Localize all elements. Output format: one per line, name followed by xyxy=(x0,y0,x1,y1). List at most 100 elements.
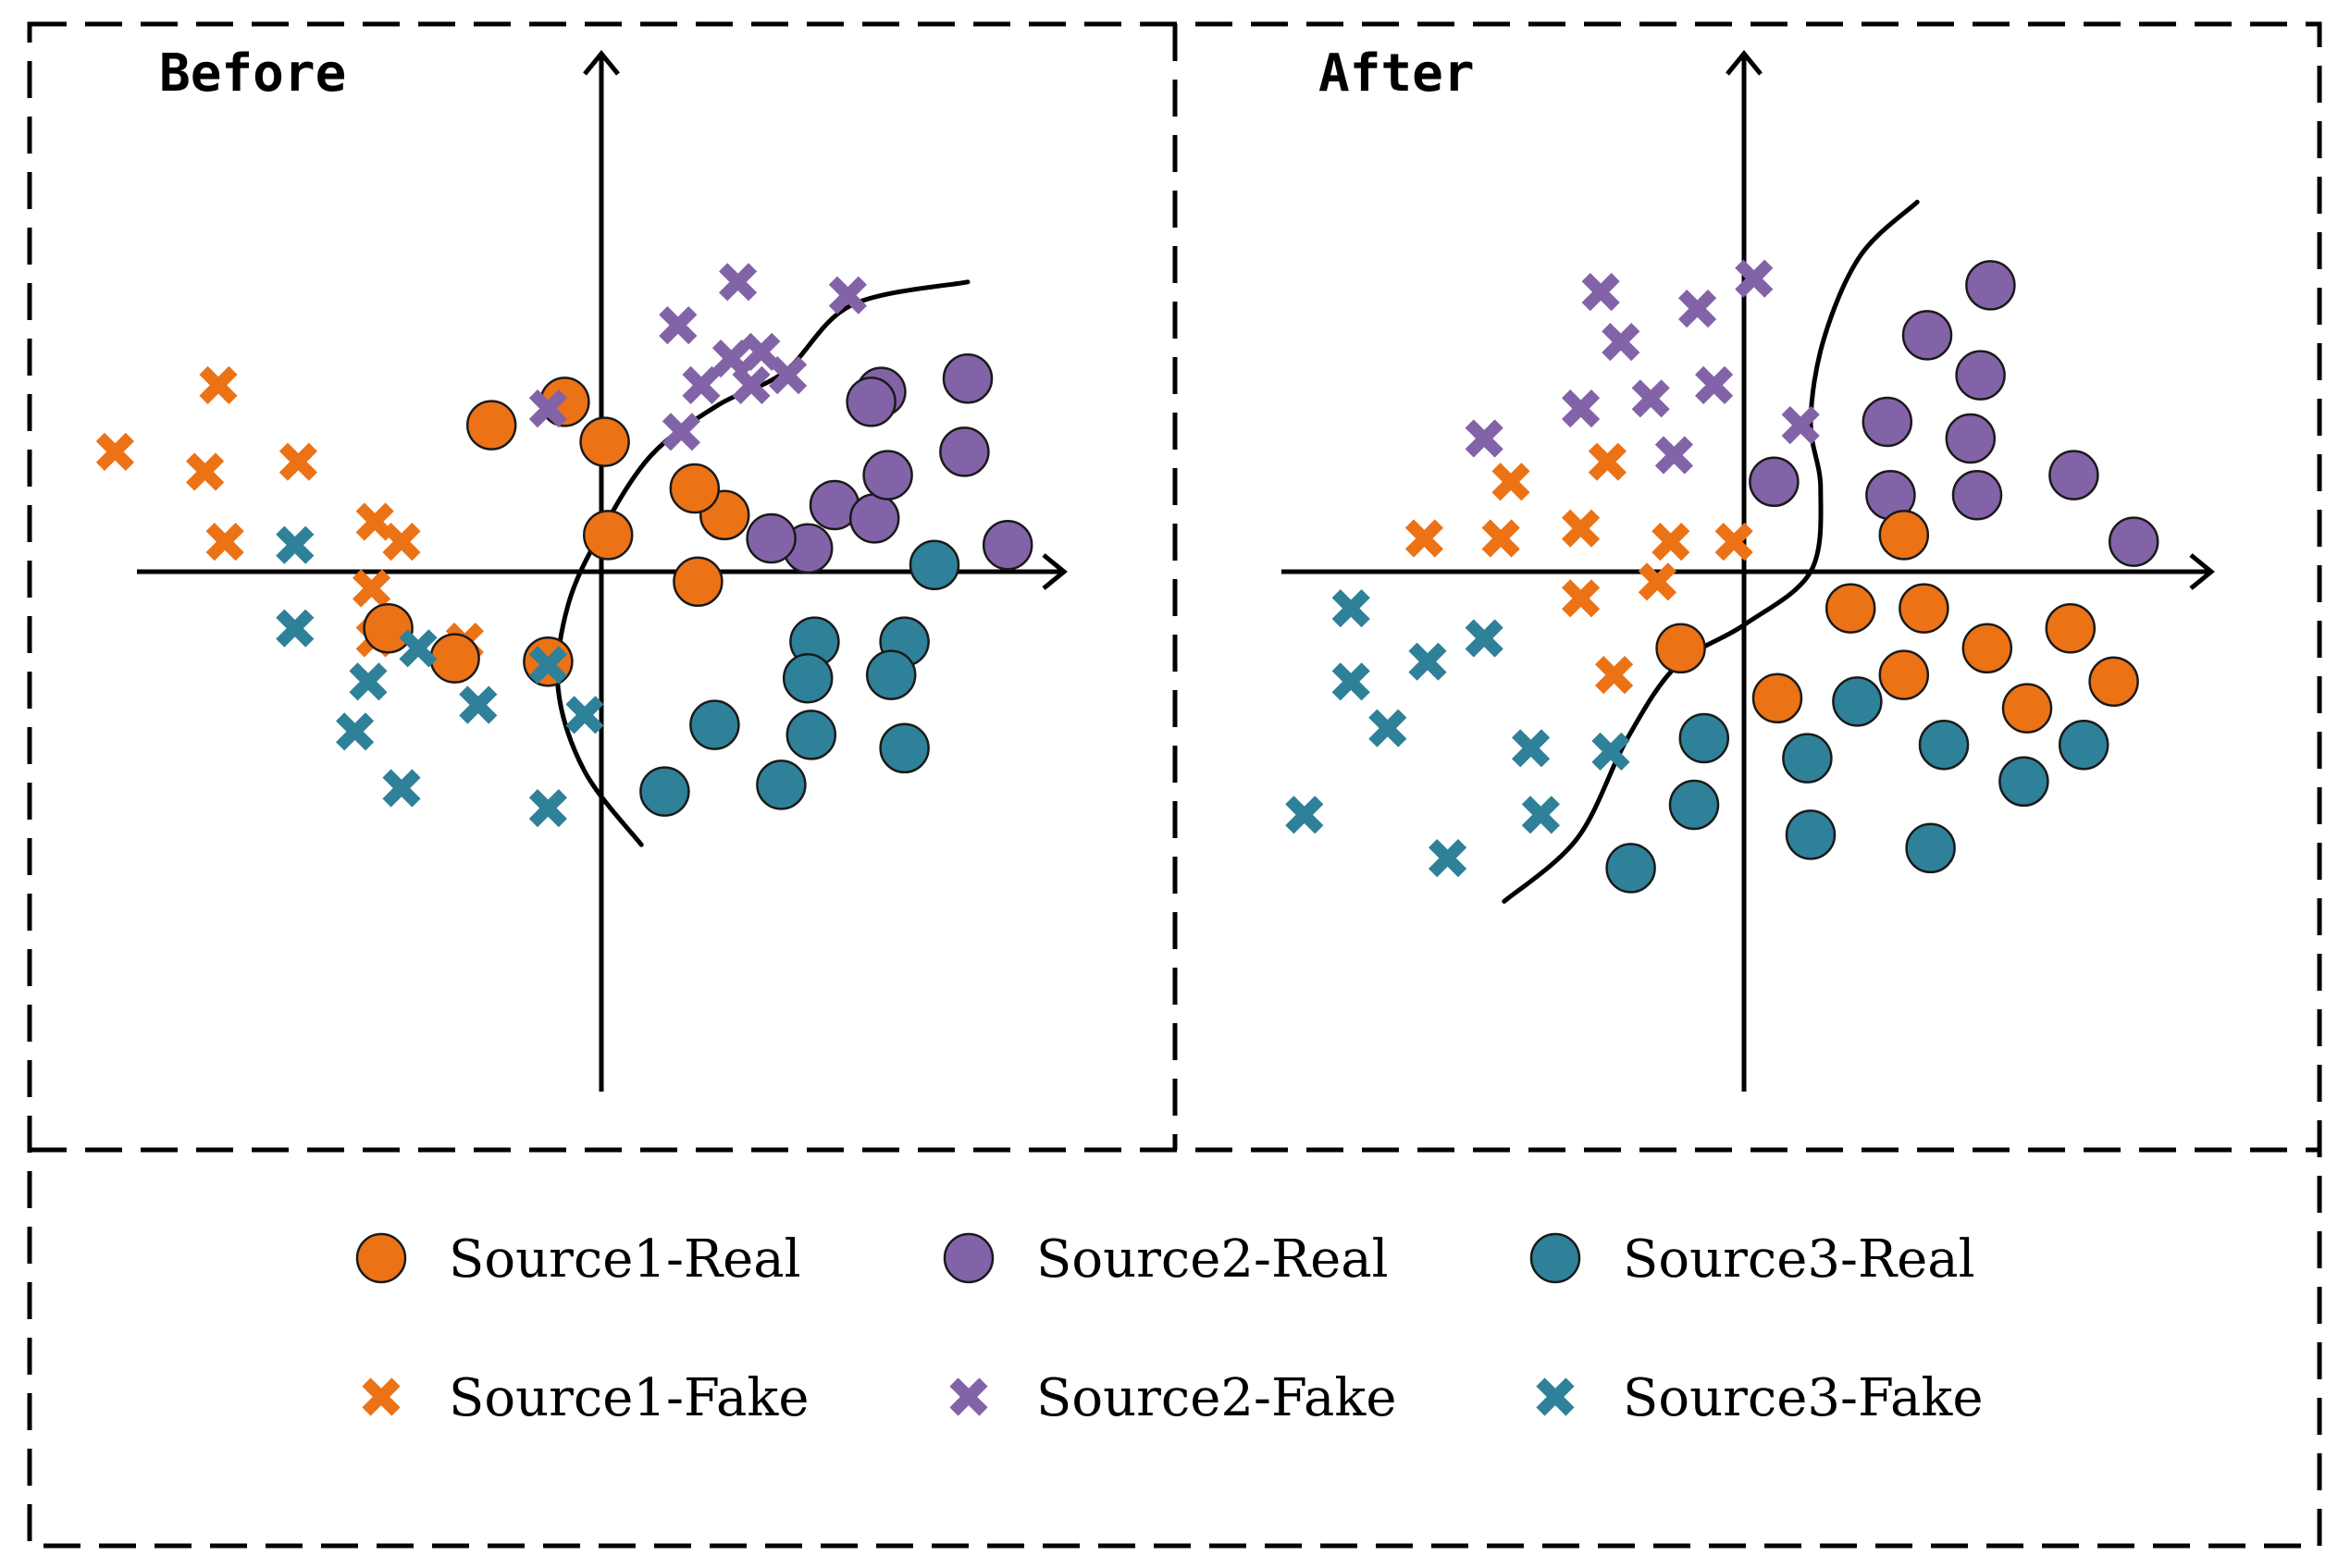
point-source2-real xyxy=(1901,310,1953,361)
point-source3-real xyxy=(1998,756,2049,808)
point-source2-real xyxy=(1955,350,2006,401)
panel-before: Before xyxy=(95,43,1068,1092)
point-source1-real xyxy=(2001,683,2053,734)
point-source1-fake xyxy=(1714,523,1753,562)
panel-after: After xyxy=(1281,43,2215,1092)
legend-symbol-source2-fake xyxy=(949,1377,988,1416)
point-source3-real xyxy=(1918,719,1970,771)
x-axis-arrowhead-before xyxy=(1042,553,1068,590)
point-source3-fake xyxy=(276,609,315,648)
point-source2-real xyxy=(862,450,913,500)
point-source1-real xyxy=(1751,673,1803,724)
legend-marker-source1-real xyxy=(355,1232,407,1284)
point-source2-fake xyxy=(1695,365,1734,404)
point-source3-real xyxy=(1785,809,1837,860)
point-source1-fake xyxy=(1481,519,1520,558)
legend-label-source3-fake: Source3-Fake xyxy=(1623,1368,1983,1428)
point-source1-fake xyxy=(353,569,391,608)
point-source1-real xyxy=(429,633,480,684)
point-source2-fake xyxy=(528,389,567,428)
point-source2-fake xyxy=(659,306,698,345)
legend-label-source2-real: Source2-Real xyxy=(1036,1229,1389,1290)
point-source2-real xyxy=(939,426,990,477)
x-axis-arrowhead-after xyxy=(2189,553,2215,590)
point-source1-fake xyxy=(1638,562,1676,601)
point-source3-real xyxy=(1832,676,1883,727)
point-source2-real xyxy=(848,493,900,544)
point-source1-fake xyxy=(1491,463,1530,501)
point-source2-fake xyxy=(719,263,758,302)
point-source1-fake xyxy=(95,432,134,471)
legend-label-source1-real: Source1-Real xyxy=(449,1229,801,1290)
point-source2-real xyxy=(846,377,897,427)
legend-marker-source1-fake xyxy=(362,1377,401,1416)
point-source2-real xyxy=(2048,450,2099,500)
legend: Source1-Real Source2-Real Source3-Real S… xyxy=(355,1229,1983,1428)
legend-item-source3-real: Source3-Real xyxy=(1529,1229,1975,1290)
legend-symbol-source3-fake xyxy=(1536,1377,1575,1416)
y-axis-arrowhead-after xyxy=(1726,50,1763,76)
point-source1-fake xyxy=(1404,519,1443,558)
points-before xyxy=(95,263,1033,828)
point-source1-real xyxy=(2045,602,2097,654)
legend-label-source2-fake: Source2-Fake xyxy=(1036,1368,1396,1428)
point-source3-fake xyxy=(1408,642,1447,681)
point-source1-fake xyxy=(1562,579,1601,618)
legend-label-source1-fake: Source1-Fake xyxy=(449,1368,809,1428)
point-source3-fake xyxy=(528,789,567,828)
legend-marker-source3-fake xyxy=(1536,1377,1575,1416)
point-source2-fake xyxy=(1581,273,1620,312)
point-source3-real xyxy=(1605,843,1656,894)
point-source1-real xyxy=(1825,583,1876,634)
point-source1-fake xyxy=(1651,523,1690,562)
point-source3-fake xyxy=(1285,796,1324,834)
point-source3-fake xyxy=(459,685,498,724)
point-source3-real xyxy=(756,759,807,810)
point-source3-fake xyxy=(276,525,315,564)
point-source2-fake xyxy=(1735,259,1774,298)
point-source2-fake xyxy=(1562,389,1601,428)
legend-item-source1-real: Source1-Real xyxy=(355,1229,801,1290)
legend-marker-source3-real xyxy=(1529,1232,1581,1284)
point-source2-real xyxy=(1951,469,2003,521)
legend-item-source2-fake: Source2-Fake xyxy=(949,1368,1396,1428)
point-source3-real xyxy=(879,722,930,774)
point-source3-fake xyxy=(1368,709,1407,747)
point-source1-real xyxy=(1961,623,2013,674)
legend-marker-source2-real xyxy=(943,1232,995,1284)
point-source3-real xyxy=(909,539,960,591)
point-source1-real xyxy=(363,602,414,654)
point-source2-real xyxy=(982,519,1033,571)
legend-symbol-source2-real xyxy=(943,1232,995,1284)
point-source2-fake xyxy=(828,276,867,315)
point-source2-fake xyxy=(711,340,750,378)
points-after xyxy=(1285,259,2159,894)
legend-item-source2-real: Source2-Real xyxy=(943,1229,1389,1290)
point-source3-fake xyxy=(349,662,388,701)
point-source1-fake xyxy=(1595,656,1634,695)
point-source2-real xyxy=(1965,260,2016,311)
legend-symbol-source3-real xyxy=(1529,1232,1581,1284)
panel-title-after: After xyxy=(1318,43,1475,104)
point-source2-fake xyxy=(1465,419,1503,458)
point-source3-real xyxy=(786,710,837,760)
point-source1-fake xyxy=(1588,442,1627,481)
point-source2-real xyxy=(2108,516,2159,567)
decision-boundary-before xyxy=(554,279,971,847)
legend-symbol-source1-fake xyxy=(362,1377,401,1416)
point-source2-fake xyxy=(742,332,781,371)
point-source3-fake xyxy=(1512,729,1551,768)
point-source2-real xyxy=(942,352,994,404)
point-source1-real xyxy=(1655,623,1706,674)
panel-title-before: Before xyxy=(159,43,346,104)
point-source1-fake xyxy=(382,523,421,562)
point-source2-fake xyxy=(1654,436,1693,475)
point-source2-fake xyxy=(682,365,721,404)
point-source1-real xyxy=(465,400,517,451)
point-source1-real xyxy=(1878,649,1930,700)
point-source3-fake xyxy=(1591,732,1630,771)
point-source3-fake xyxy=(399,629,438,668)
point-source3-real xyxy=(639,766,690,817)
point-source2-real xyxy=(1862,396,1913,448)
